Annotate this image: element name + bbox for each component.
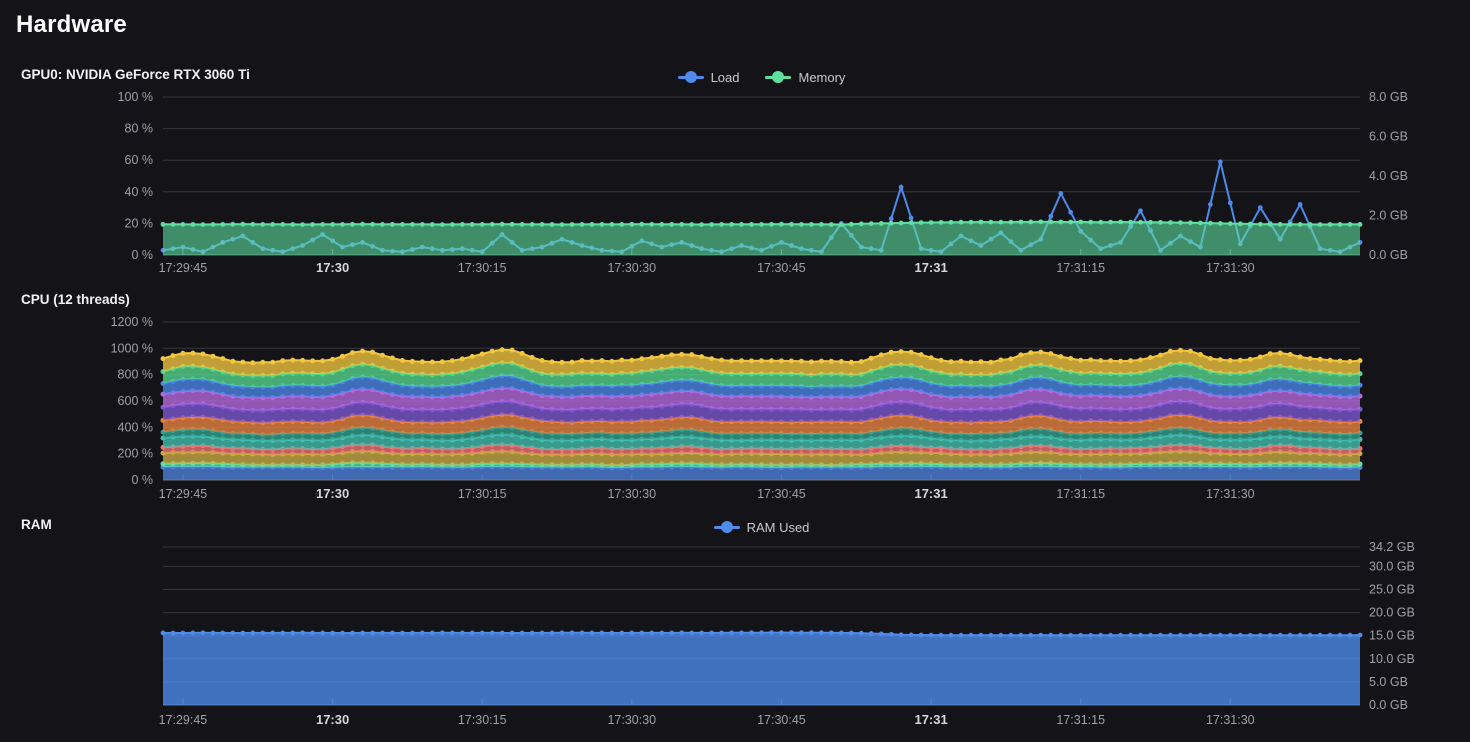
svg-text:6.0 GB: 6.0 GB (1369, 130, 1408, 144)
legend-item-ram-used[interactable]: RAM Used (713, 519, 810, 535)
svg-text:200 %: 200 % (118, 447, 153, 461)
memory-legend-marker-icon (765, 71, 792, 83)
svg-text:17:30:45: 17:30:45 (757, 261, 806, 275)
svg-text:15.0 GB: 15.0 GB (1369, 629, 1415, 643)
svg-text:17:31:15: 17:31:15 (1056, 487, 1105, 501)
svg-text:17:29:45: 17:29:45 (159, 713, 208, 727)
svg-text:600 %: 600 % (118, 394, 153, 408)
svg-text:10.0 GB: 10.0 GB (1369, 652, 1415, 666)
svg-text:25.0 GB: 25.0 GB (1369, 583, 1415, 597)
svg-text:5.0 GB: 5.0 GB (1369, 675, 1408, 689)
svg-text:30.0 GB: 30.0 GB (1369, 559, 1415, 573)
svg-text:40 %: 40 % (125, 185, 154, 199)
svg-text:800 %: 800 % (118, 368, 153, 382)
legend-item-memory[interactable]: Memory (765, 70, 845, 85)
svg-text:17:30:30: 17:30:30 (607, 487, 656, 501)
ram-used-legend-marker-icon (713, 521, 740, 533)
svg-text:17:30:15: 17:30:15 (458, 487, 507, 501)
svg-text:17:30: 17:30 (316, 712, 349, 727)
legend-label-ram-used: RAM Used (746, 519, 810, 535)
legend-label-memory: Memory (798, 69, 846, 85)
svg-text:20.0 GB: 20.0 GB (1369, 606, 1415, 620)
cpu-chart[interactable]: 1200 % 1000 % 800 % 600 % 400 % 200 % 0 % 17:29… (0, 312, 1470, 512)
svg-text:17:30:45: 17:30:45 (757, 713, 806, 727)
gpu-chart[interactable]: 100 % 80 % 60 % 40 % 20 % 0 % 8.0 GB 6.0 GB 4.0 … (0, 86, 1470, 286)
svg-text:60 %: 60 % (125, 153, 154, 167)
svg-text:17:31:30: 17:31:30 (1206, 487, 1255, 501)
svg-text:17:30:15: 17:30:15 (458, 261, 507, 275)
gpu-section-title: GPU0: NVIDIA GeForce RTX 3060 Ti (21, 67, 250, 82)
page-title: Hardware (16, 11, 127, 38)
load-legend-marker-icon (677, 71, 704, 83)
cpu-section-title: CPU (12 threads) (21, 292, 130, 307)
svg-text:1000 %: 1000 % (111, 341, 153, 355)
svg-text:400 %: 400 % (118, 420, 153, 434)
legend-label-load: Load (710, 69, 740, 85)
svg-text:100 %: 100 % (118, 90, 153, 104)
svg-text:17:30: 17:30 (316, 260, 349, 275)
svg-text:0.0 GB: 0.0 GB (1369, 698, 1408, 712)
svg-text:17:31: 17:31 (914, 712, 947, 727)
svg-text:2.0 GB: 2.0 GB (1369, 209, 1408, 223)
svg-text:20 %: 20 % (125, 216, 154, 230)
svg-text:17:30:30: 17:30:30 (607, 713, 656, 727)
svg-text:17:31: 17:31 (914, 260, 947, 275)
svg-text:4.0 GB: 4.0 GB (1369, 169, 1408, 183)
svg-text:80 %: 80 % (125, 122, 154, 136)
svg-text:17:30:45: 17:30:45 (757, 487, 806, 501)
svg-text:17:30:15: 17:30:15 (458, 713, 507, 727)
svg-text:17:31:15: 17:31:15 (1056, 261, 1105, 275)
ram-legend: RAM Used (163, 518, 1360, 536)
svg-text:17:31:30: 17:31:30 (1206, 713, 1255, 727)
svg-text:0.0 GB: 0.0 GB (1369, 248, 1408, 262)
svg-text:0 %: 0 % (131, 473, 153, 487)
gpu-legend: Load Memory (163, 68, 1360, 86)
svg-text:17:30: 17:30 (316, 486, 349, 501)
legend-item-load[interactable]: Load (677, 69, 740, 85)
svg-text:17:31:15: 17:31:15 (1056, 713, 1105, 727)
svg-text:1200 %: 1200 % (111, 315, 153, 329)
svg-text:8.0 GB: 8.0 GB (1369, 90, 1408, 104)
ram-chart[interactable]: 34.2 GB 30.0 GB 25.0 GB 20.0 GB 15.0 GB 10.0 … (0, 538, 1470, 742)
svg-text:34.2 GB: 34.2 GB (1369, 540, 1415, 554)
ram-section-title: RAM (21, 517, 52, 532)
svg-text:17:29:45: 17:29:45 (159, 487, 208, 501)
svg-text:17:30:30: 17:30:30 (607, 261, 656, 275)
svg-text:17:31:30: 17:31:30 (1206, 261, 1255, 275)
svg-text:0 %: 0 % (131, 248, 153, 262)
svg-text:17:29:45: 17:29:45 (159, 261, 208, 275)
svg-text:17:31: 17:31 (914, 486, 947, 501)
